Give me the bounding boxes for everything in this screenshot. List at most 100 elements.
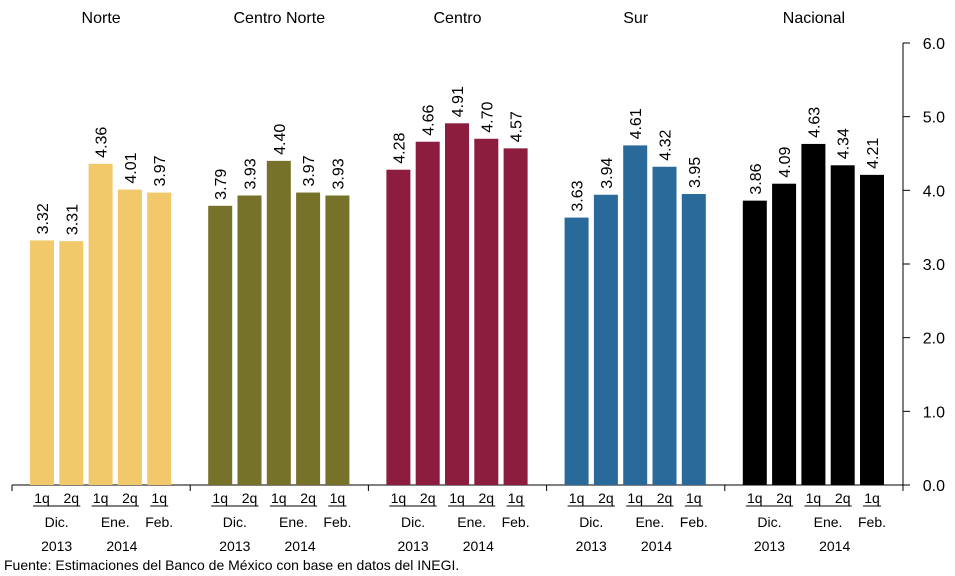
- month-label: Feb.: [858, 514, 886, 530]
- x-tick-label: 1q: [627, 490, 643, 506]
- month-label: Ene.: [279, 514, 308, 530]
- bar: [296, 192, 321, 485]
- x-tick-label: 1q: [686, 490, 702, 506]
- bar: [147, 192, 172, 485]
- year-label: 2014: [463, 538, 494, 554]
- year-label: 2013: [754, 538, 785, 554]
- value-label: 4.34: [836, 128, 853, 159]
- value-label: 4.63: [806, 107, 823, 138]
- value-label: 3.32: [35, 203, 52, 234]
- bar: [415, 141, 440, 486]
- bar: [830, 165, 855, 485]
- value-label: 4.40: [272, 124, 289, 155]
- month-label: Ene.: [101, 514, 130, 530]
- year-label: 2014: [641, 538, 672, 554]
- value-label: 4.32: [658, 130, 675, 161]
- x-tick-label: 1q: [806, 490, 822, 506]
- value-label: 3.31: [64, 204, 81, 235]
- value-label: 3.97: [301, 155, 318, 186]
- source-note: Fuente: Estimaciones del Banco de México…: [4, 557, 459, 573]
- x-tick-label: 2q: [420, 490, 436, 506]
- year-label: 2013: [576, 538, 607, 554]
- y-tick-label: 4.0: [923, 183, 945, 200]
- bar: [30, 240, 54, 485]
- group-title: Norte: [82, 10, 121, 27]
- year-label: 2013: [219, 538, 250, 554]
- month-label: Ene.: [814, 514, 843, 530]
- x-tick-label: 1q: [34, 490, 50, 506]
- month-label: Dic.: [579, 514, 603, 530]
- value-label: 4.70: [479, 102, 496, 133]
- x-tick-label: 1q: [508, 490, 524, 506]
- bar: [208, 205, 233, 485]
- year-label: 2014: [285, 538, 316, 554]
- value-label: 4.01: [123, 152, 140, 183]
- value-label: 4.36: [94, 127, 111, 158]
- value-label: 3.79: [213, 169, 230, 200]
- year-label: 2013: [397, 538, 428, 554]
- bar: [117, 189, 142, 485]
- x-tick-label: 2q: [64, 490, 80, 506]
- value-label: 3.93: [243, 158, 260, 189]
- bar: [237, 195, 262, 486]
- x-tick-label: 1q: [151, 490, 167, 506]
- bar: [386, 169, 411, 485]
- x-tick-label: 1q: [391, 490, 407, 506]
- bar: [88, 163, 113, 485]
- bar: [742, 200, 767, 485]
- x-tick-label: 1q: [864, 490, 880, 506]
- bar: [652, 166, 677, 485]
- value-label: 4.21: [865, 138, 882, 169]
- y-tick-label: 0.0: [923, 478, 945, 495]
- y-tick-label: 6.0: [923, 36, 945, 53]
- bar: [593, 194, 618, 485]
- month-label: Ene.: [635, 514, 664, 530]
- year-label: 2014: [819, 538, 850, 554]
- x-tick-label: 2q: [657, 490, 673, 506]
- y-tick-label: 1.0: [923, 404, 945, 421]
- bar: [474, 138, 499, 485]
- month-label: Dic.: [401, 514, 425, 530]
- bar: [623, 145, 648, 485]
- year-label: 2014: [106, 538, 137, 554]
- month-label: Ene.: [457, 514, 486, 530]
- year-label: 2013: [41, 538, 72, 554]
- month-label: Feb.: [680, 514, 708, 530]
- x-tick-label: 2q: [479, 490, 495, 506]
- bar: [59, 241, 84, 485]
- value-label: 3.94: [599, 158, 616, 189]
- bar: [681, 194, 706, 485]
- y-tick-label: 5.0: [923, 110, 945, 127]
- value-label: 4.66: [421, 104, 438, 135]
- bar: [325, 195, 350, 486]
- month-label: Feb.: [323, 514, 351, 530]
- month-label: Dic.: [757, 514, 781, 530]
- group-title: Nacional: [783, 10, 845, 27]
- bar: [503, 148, 528, 486]
- value-label: 4.57: [509, 111, 526, 142]
- x-tick-label: 1q: [93, 490, 109, 506]
- x-tick-label: 2q: [122, 490, 138, 506]
- value-label: 3.97: [152, 155, 169, 186]
- value-label: 3.93: [330, 158, 347, 189]
- group-title: Centro Norte: [234, 10, 326, 27]
- x-tick-label: 2q: [598, 490, 614, 506]
- bar: [772, 183, 797, 485]
- x-tick-label: 2q: [242, 490, 258, 506]
- value-label: 3.63: [570, 180, 587, 211]
- value-label: 4.91: [450, 86, 467, 117]
- month-label: Dic.: [223, 514, 247, 530]
- bar: [801, 143, 826, 485]
- value-label: 4.61: [628, 108, 645, 139]
- x-tick-label: 2q: [835, 490, 851, 506]
- value-label: 3.95: [687, 157, 704, 188]
- bar: [564, 217, 589, 485]
- value-label: 4.28: [391, 132, 408, 163]
- x-tick-label: 1q: [569, 490, 585, 506]
- group-title: Centro: [433, 10, 481, 27]
- bar: [266, 160, 291, 485]
- value-label: 3.86: [748, 163, 765, 194]
- y-tick-label: 2.0: [923, 331, 945, 348]
- y-tick-label: 3.0: [923, 257, 945, 274]
